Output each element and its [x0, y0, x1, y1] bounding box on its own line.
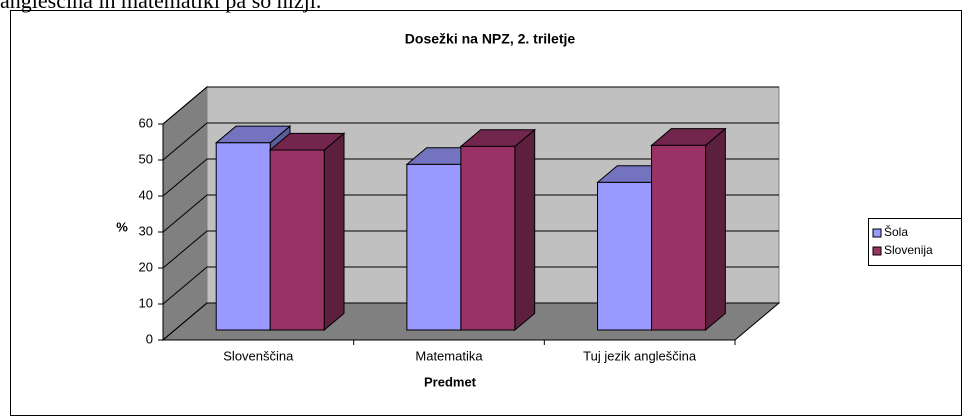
- bar: [406, 163, 462, 331]
- y-tick-label: 60: [139, 115, 153, 130]
- x-axis-title: Predmet: [424, 374, 477, 389]
- legend-label: Šola: [884, 224, 908, 239]
- x-tick-label: Matematika: [415, 348, 483, 363]
- chart-frame: [10, 10, 962, 416]
- y-tick-label: 10: [139, 295, 153, 310]
- grid-line: [162, 86, 779, 125]
- bar-side: [323, 132, 345, 332]
- bar: [460, 145, 516, 331]
- x-tick-label: Slovenščina: [223, 348, 294, 363]
- chart-title: Dosežki na NPZ, 2. triletje: [405, 31, 576, 47]
- y-tick-label: 20: [139, 259, 153, 274]
- y-tick-label: 50: [139, 151, 153, 166]
- bar: [651, 144, 707, 331]
- legend: [868, 218, 962, 266]
- bar-side: [514, 128, 536, 332]
- x-tick-label: Tuj jezik angleščina: [583, 348, 697, 363]
- y-tick-label: 0: [146, 331, 153, 346]
- y-tick-label: 40: [139, 187, 153, 202]
- bar: [269, 149, 325, 331]
- y-tick-label: 30: [139, 223, 153, 238]
- grid-line: [162, 122, 779, 161]
- bar: [215, 142, 271, 331]
- grid-line: [162, 266, 779, 305]
- grid-line: [162, 194, 779, 233]
- bar-side: [705, 127, 726, 332]
- y-axis-title: %: [116, 219, 128, 234]
- legend-swatch: [872, 228, 882, 238]
- bar: [597, 181, 653, 331]
- grid-line: [162, 230, 779, 269]
- grid-line: [162, 302, 779, 341]
- grid-line: [162, 158, 779, 197]
- legend-label: Slovenija: [884, 243, 933, 257]
- text-above: angleščina in matematiki pa so nižji.: [0, 0, 322, 13]
- legend-swatch: [872, 246, 882, 256]
